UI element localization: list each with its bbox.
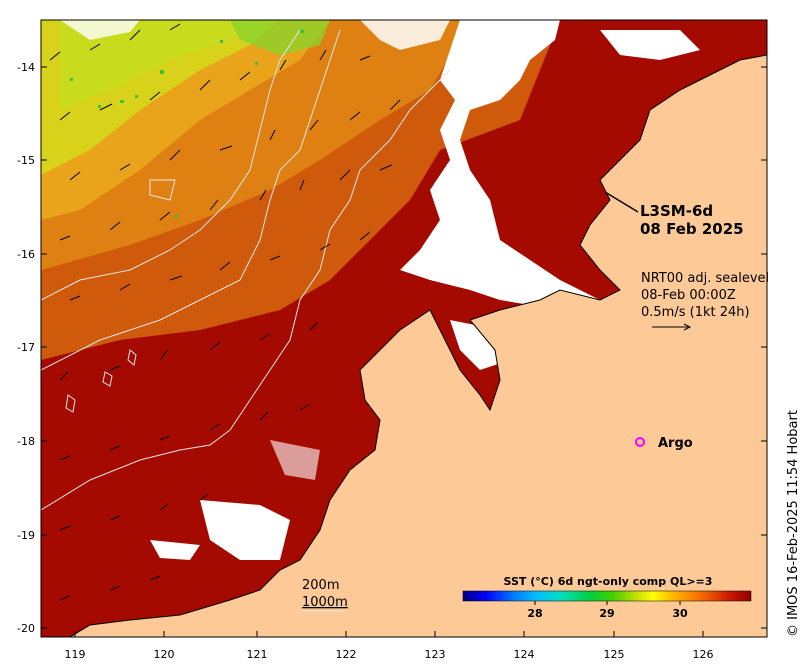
colorbar-tick-label: 28 xyxy=(527,607,542,620)
product-title: L3SM-6d xyxy=(640,202,713,220)
map-frame xyxy=(40,19,768,638)
x-tick-label: 126 xyxy=(693,648,714,661)
x-tick-label: 119 xyxy=(65,648,86,661)
x-tick-label: 121 xyxy=(247,648,268,661)
title-pointer xyxy=(604,191,639,213)
sst-field-green-patch xyxy=(230,20,330,55)
colorbar xyxy=(462,590,752,602)
sst-field-coolest xyxy=(60,20,260,110)
contour-legend-1000m: 1000m xyxy=(302,595,348,610)
y-tick-label: -15 xyxy=(17,154,35,167)
credit-label: © IMOS 16-Feb-2025 11:54 Hobart xyxy=(786,410,801,637)
argo-label: Argo xyxy=(658,436,693,451)
current-vectors xyxy=(49,23,401,601)
axis-ticks xyxy=(41,66,767,637)
y-tick-label: -14 xyxy=(17,61,35,74)
x-tick-label: 125 xyxy=(604,648,625,661)
argo-float-marker xyxy=(635,437,645,447)
x-tick-label: 123 xyxy=(425,648,446,661)
sst-speckles xyxy=(70,30,304,218)
y-tick-label: -20 xyxy=(17,622,35,635)
vector-time-label: 08-Feb 00:00Z xyxy=(641,288,736,303)
y-tick-label: -18 xyxy=(17,435,35,448)
x-tick-label: 122 xyxy=(336,648,357,661)
y-tick-label: -17 xyxy=(17,341,35,354)
vector-scale-label: 0.5m/s (1kt 24h) xyxy=(641,305,750,320)
vector-scale-arrow xyxy=(652,323,692,331)
colorbar-tick-label: 30 xyxy=(672,607,688,620)
vector-source-label: NRT00 adj. sealevel xyxy=(641,271,769,286)
colorbar-tick-label: 29 xyxy=(599,607,614,620)
y-tick-label: -16 xyxy=(17,248,35,261)
bathymetry-contours xyxy=(41,29,451,511)
x-tick-label: 120 xyxy=(154,648,175,661)
map-plot-area xyxy=(41,20,767,637)
land-mass xyxy=(69,20,767,637)
x-tick-label: 124 xyxy=(514,648,535,661)
y-tick-label: -19 xyxy=(17,529,35,542)
colorbar-ticks xyxy=(534,601,681,605)
contour-legend-200m: 200m xyxy=(302,578,339,593)
colorbar-title: SST (°C) 6d ngt-only comp QL>=3 xyxy=(504,575,713,588)
product-date: 08 Feb 2025 xyxy=(640,220,744,238)
